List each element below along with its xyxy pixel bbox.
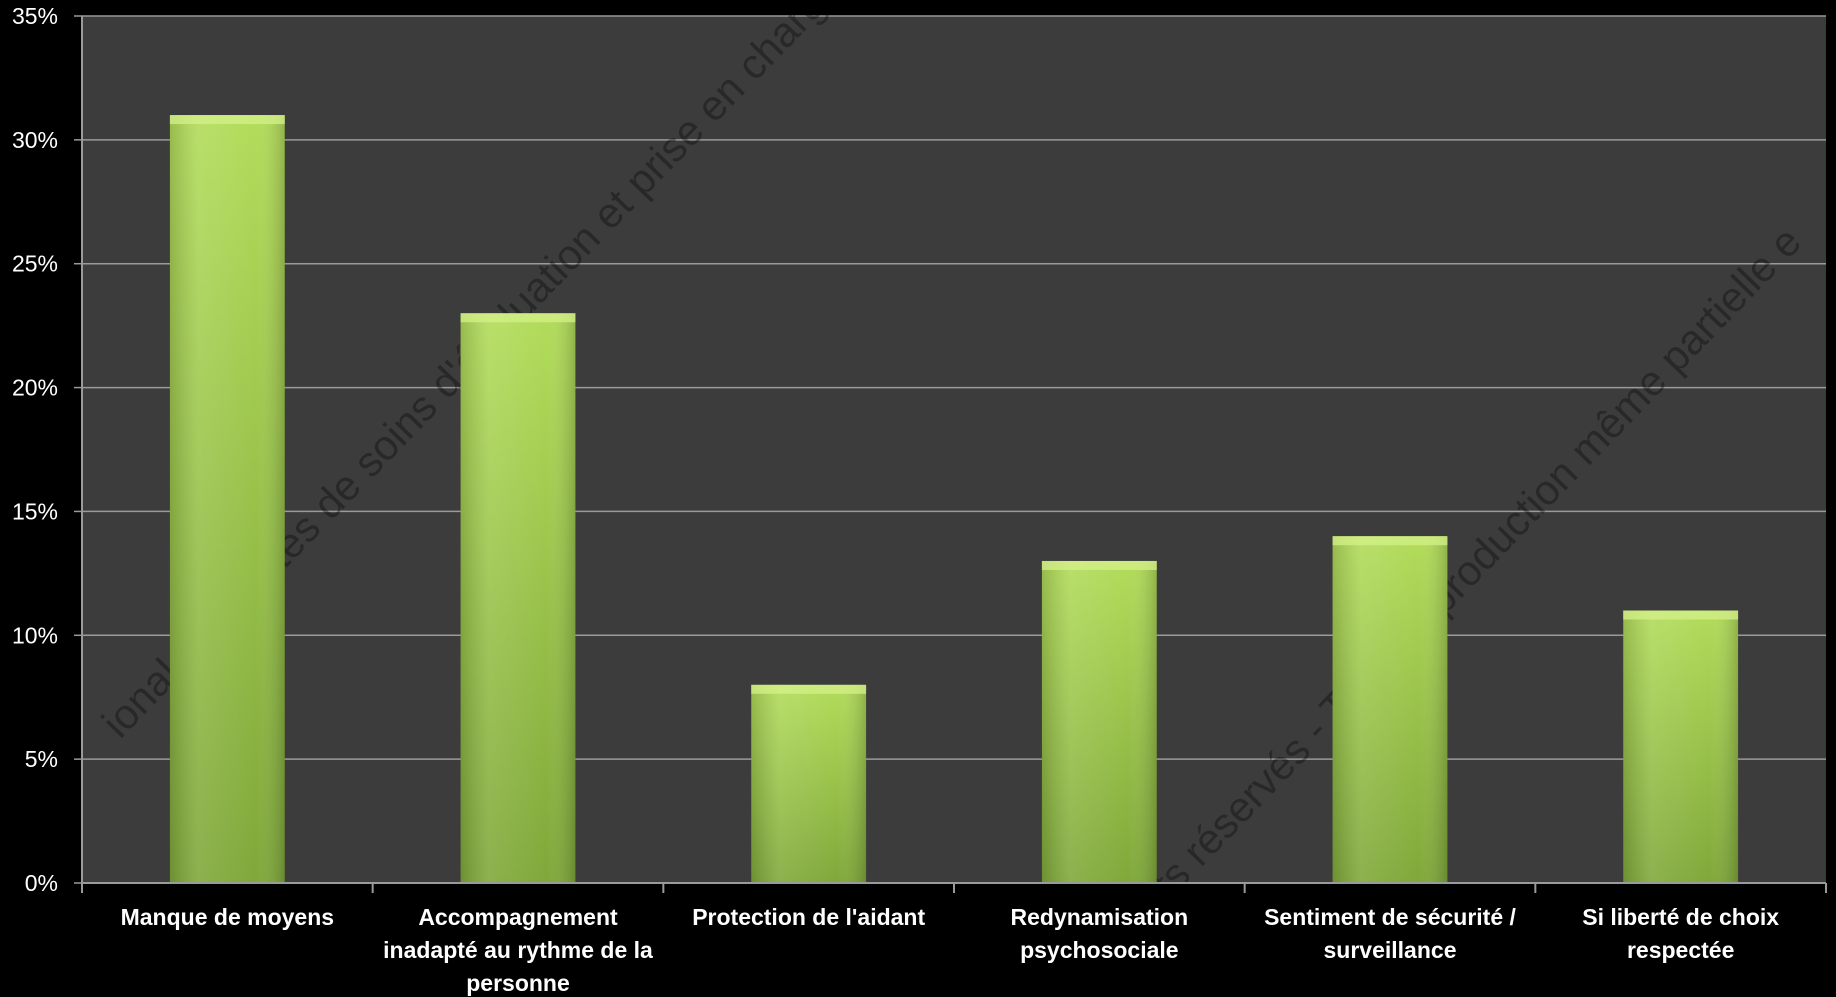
y-tick-label: 35% — [12, 3, 58, 29]
bar-sheen — [1623, 610, 1739, 883]
bar-top-highlight — [1332, 536, 1448, 546]
x-tick-label-line: surveillance — [1324, 937, 1457, 963]
x-tick-label: Protection de l'aidant — [692, 904, 925, 930]
x-tick-label-line: Accompagnement — [418, 904, 618, 930]
y-tick-label: 30% — [12, 127, 58, 153]
y-tick-label: 0% — [25, 870, 58, 896]
x-tick-label: Redynamisation psychosociale — [1011, 904, 1189, 963]
bar-top-highlight — [751, 684, 867, 694]
y-tick-label: 15% — [12, 498, 58, 524]
x-tick-label-line: personne — [466, 970, 570, 996]
bar-sheen — [1041, 560, 1157, 883]
bar-top-highlight — [169, 115, 285, 125]
y-tick-label: 10% — [12, 622, 58, 648]
x-tick-label-line: Si liberté de choix — [1582, 904, 1779, 930]
axes — [81, 16, 1827, 893]
bar — [1623, 610, 1739, 883]
x-tick-label-line: Manque de moyens — [121, 904, 334, 930]
y-tick-label: 20% — [12, 375, 58, 401]
bar-sheen — [751, 684, 867, 883]
x-tick-label-line: inadapté au rythme de la — [383, 937, 653, 963]
bar — [1332, 536, 1448, 883]
bar-top-highlight — [1041, 560, 1157, 570]
bar-sheen — [460, 313, 576, 883]
x-tick-label-line: Protection de l'aidant — [692, 904, 925, 930]
gridlines — [74, 15, 1826, 884]
x-tick-label-line: respectée — [1627, 937, 1734, 963]
x-tick-label: Manque de moyens — [121, 904, 334, 930]
plot-area — [82, 16, 1826, 883]
bar — [460, 313, 576, 883]
x-tick-label-line: Redynamisation — [1011, 904, 1189, 930]
bar — [751, 684, 867, 883]
x-tick-label-line: psychosociale — [1020, 937, 1179, 963]
x-tick-label: Accompagnement inadapté au rythme de la pe… — [383, 904, 653, 996]
y-tick-label: 25% — [12, 251, 58, 277]
labels: 0% 5% 10% 15% 20% 25% 30% 35% Manque de moyens Ac… — [12, 3, 1779, 996]
bar — [169, 115, 285, 884]
x-tick-label: Si liberté de choix respectée — [1582, 904, 1779, 963]
bar — [1041, 560, 1157, 883]
x-tick-label: Sentiment de sécurité / surveillance — [1264, 904, 1516, 963]
x-tick-label-line: Sentiment de sécurité / — [1264, 904, 1516, 930]
y-tick-label: 5% — [25, 746, 58, 772]
bars — [169, 115, 1739, 884]
bar-sheen — [169, 115, 285, 884]
bar-sheen — [1332, 536, 1448, 883]
bar-top-highlight — [1623, 610, 1739, 620]
bar-top-highlight — [460, 313, 576, 323]
